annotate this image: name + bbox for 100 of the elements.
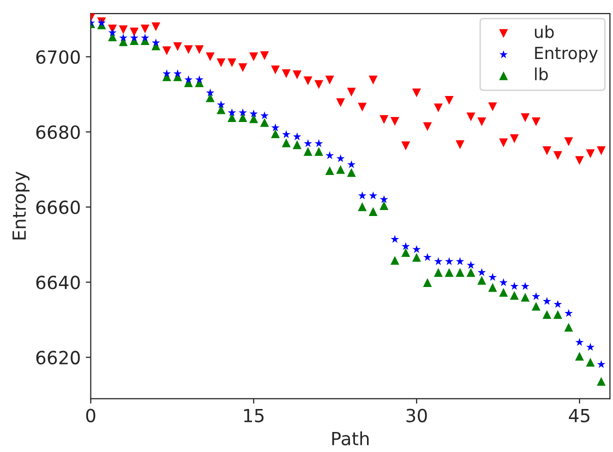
point <box>173 69 182 78</box>
y-tick-label: 6620 <box>36 350 80 364</box>
y-axis-title: Entropy <box>12 172 30 240</box>
point <box>270 129 280 138</box>
point <box>466 268 476 277</box>
point <box>434 257 442 266</box>
point <box>228 58 236 68</box>
point <box>456 268 464 277</box>
point <box>130 34 138 42</box>
point <box>325 76 334 84</box>
point <box>488 283 498 292</box>
point <box>347 160 356 168</box>
point <box>444 96 454 105</box>
point <box>510 282 519 290</box>
point <box>596 146 606 156</box>
point <box>520 113 530 122</box>
point <box>596 376 606 386</box>
point <box>304 76 312 86</box>
point <box>358 191 366 200</box>
y-tick-label: 6660 <box>36 200 80 214</box>
point <box>499 288 508 297</box>
point <box>390 256 400 265</box>
point <box>206 88 214 96</box>
point <box>228 113 236 122</box>
point <box>586 149 595 158</box>
point <box>456 140 464 150</box>
point <box>162 46 172 56</box>
point <box>477 276 486 285</box>
point <box>238 113 248 122</box>
point <box>336 165 345 174</box>
point <box>368 207 378 216</box>
point <box>521 282 530 290</box>
y-tick-label: 6680 <box>36 125 80 140</box>
point <box>140 24 150 34</box>
point <box>423 122 432 132</box>
point <box>380 201 388 210</box>
point <box>238 108 247 116</box>
point <box>477 117 486 126</box>
point <box>152 22 160 32</box>
point <box>423 278 432 287</box>
point <box>162 69 171 78</box>
point <box>358 202 367 212</box>
point <box>466 112 476 122</box>
point <box>553 151 562 160</box>
point <box>532 302 540 311</box>
point <box>206 52 215 62</box>
point <box>564 308 573 317</box>
point <box>292 132 302 140</box>
point <box>216 100 226 108</box>
point <box>118 25 128 34</box>
point <box>499 138 508 148</box>
y-tick-label: 6700 <box>36 50 80 64</box>
point <box>292 70 302 80</box>
point <box>401 248 410 257</box>
point <box>554 300 562 308</box>
point <box>358 102 367 112</box>
point <box>119 34 128 42</box>
point <box>412 253 421 262</box>
point <box>152 38 160 46</box>
point <box>184 75 193 84</box>
point <box>325 166 334 175</box>
point <box>347 88 356 96</box>
point <box>542 296 552 305</box>
point <box>326 151 334 160</box>
point <box>542 146 552 156</box>
point <box>412 88 421 98</box>
point <box>260 118 269 127</box>
point <box>586 342 595 351</box>
point <box>347 168 356 177</box>
point <box>228 108 236 116</box>
point <box>575 338 584 346</box>
point <box>575 156 584 165</box>
point <box>402 242 410 250</box>
point <box>575 352 584 361</box>
point <box>401 141 410 150</box>
point <box>270 66 280 74</box>
point <box>282 69 291 78</box>
point <box>444 268 454 277</box>
point <box>140 34 150 42</box>
legend-label: Entropy <box>535 46 598 62</box>
point <box>292 140 302 150</box>
x-tick-label: 0 <box>86 408 96 422</box>
point <box>510 134 519 144</box>
point <box>488 272 497 281</box>
point <box>456 257 464 266</box>
point <box>282 130 290 138</box>
point <box>260 51 269 60</box>
point <box>260 111 269 120</box>
point <box>499 278 508 286</box>
point <box>553 310 562 319</box>
point <box>412 245 421 254</box>
point <box>336 154 345 162</box>
legend-label: lb <box>535 67 548 80</box>
point <box>314 147 324 156</box>
point <box>532 117 540 126</box>
x-axis-title: Path <box>332 431 369 446</box>
point <box>314 139 324 148</box>
x-tick-label: 45 <box>568 408 590 422</box>
point <box>597 360 606 368</box>
point <box>390 234 400 243</box>
